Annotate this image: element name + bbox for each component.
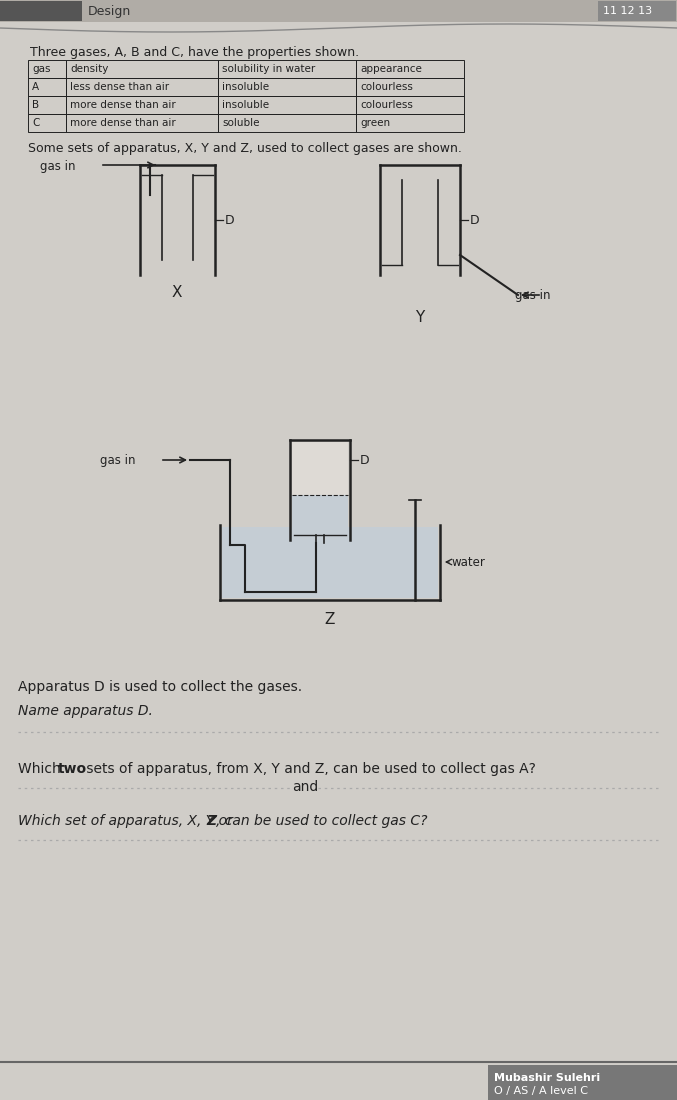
Bar [292, 495, 348, 540]
Text: sets of apparatus, from X, Y and Z, can be used to collect gas A?: sets of apparatus, from X, Y and Z, can … [82, 762, 536, 776]
Text: Y: Y [416, 310, 424, 324]
Text: more dense than air: more dense than air [70, 118, 176, 128]
Text: insoluble: insoluble [222, 82, 269, 92]
Text: solubility in water: solubility in water [222, 64, 315, 74]
Text: D: D [225, 213, 235, 227]
Bar [66, 60, 218, 78]
Text: soluble: soluble [222, 118, 259, 128]
Bar [66, 78, 218, 96]
Bar [66, 96, 218, 114]
Text: Three gases, A, B and C, have the properties shown.: Three gases, A, B and C, have the proper… [30, 46, 359, 59]
Bar [28, 96, 66, 114]
Text: colourless: colourless [360, 82, 413, 92]
Text: Z: Z [325, 612, 335, 627]
Text: B: B [32, 100, 39, 110]
Bar [28, 60, 66, 78]
Text: Mubashir Sulehri: Mubashir Sulehri [494, 1072, 600, 1084]
Text: Z: Z [206, 814, 216, 828]
Text: Design: Design [88, 4, 131, 18]
Text: D: D [470, 213, 479, 227]
Bar [356, 60, 464, 78]
Text: A: A [32, 82, 39, 92]
Bar [356, 114, 464, 132]
Text: two: two [58, 762, 87, 776]
Bar [66, 114, 218, 132]
Text: gas: gas [32, 64, 51, 74]
Bar [0, 0, 677, 22]
Text: 11 12 13: 11 12 13 [603, 6, 652, 16]
Bar [218, 60, 356, 78]
Text: green: green [360, 118, 390, 128]
Bar [598, 1, 676, 21]
Bar [28, 114, 66, 132]
Bar [0, 1, 82, 21]
Text: D: D [360, 453, 370, 466]
Text: more dense than air: more dense than air [70, 100, 176, 110]
Text: colourless: colourless [360, 100, 413, 110]
Text: water: water [452, 556, 486, 569]
Text: insoluble: insoluble [222, 100, 269, 110]
Text: X: X [172, 285, 182, 300]
Bar [488, 1065, 677, 1100]
Text: and: and [292, 780, 318, 794]
Text: Which set of apparatus, X, Y or: Which set of apparatus, X, Y or [18, 814, 237, 828]
Text: Apparatus D is used to collect the gases.: Apparatus D is used to collect the gases… [18, 680, 302, 694]
Text: gas in: gas in [100, 454, 135, 467]
Bar [356, 78, 464, 96]
Bar [218, 78, 356, 96]
Text: less dense than air: less dense than air [70, 82, 169, 92]
Text: density: density [70, 64, 108, 74]
Text: C: C [32, 118, 39, 128]
Text: , can be used to collect gas C?: , can be used to collect gas C? [216, 814, 427, 828]
Text: Which: Which [18, 762, 65, 776]
Text: appearance: appearance [360, 64, 422, 74]
Bar [218, 114, 356, 132]
Bar [222, 527, 438, 598]
Bar [28, 78, 66, 96]
Text: Name apparatus D.: Name apparatus D. [18, 704, 153, 718]
Text: Some sets of apparatus, X, Y and Z, used to collect gases are shown.: Some sets of apparatus, X, Y and Z, used… [28, 142, 462, 155]
Text: gas in: gas in [40, 160, 76, 173]
Bar [292, 442, 348, 495]
Text: gas in: gas in [515, 289, 550, 302]
Bar [356, 96, 464, 114]
Bar [218, 96, 356, 114]
Text: O / AS / A level C: O / AS / A level C [494, 1086, 588, 1096]
